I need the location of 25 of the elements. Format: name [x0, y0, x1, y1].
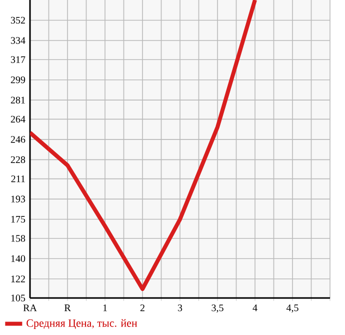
x-tick-label: R	[64, 304, 71, 312]
x-tick-label: 4,5	[286, 304, 298, 313]
y-tick-label: 193	[11, 196, 26, 202]
legend-label: Средняя Цена, тыс. йен	[26, 319, 138, 330]
y-tick-label: 352	[10, 16, 25, 24]
y-tick-label: 281	[10, 96, 25, 104]
y-tick-label: 158	[11, 235, 26, 242]
y-tick-label: 264	[10, 116, 26, 123]
x-tick-label: 4	[252, 304, 258, 312]
y-tick-label: 246	[10, 136, 26, 143]
y-tick-label: 175	[11, 216, 26, 223]
y-tick-label: 299	[10, 76, 26, 84]
x-tick-label: 1	[103, 304, 107, 312]
y-tick-label: 228	[10, 156, 26, 164]
y-tick-label: 334	[10, 37, 26, 44]
line-series	[30, 0, 257, 292]
y-tick-label: 317	[10, 56, 26, 63]
y-tick-label: 122	[11, 276, 25, 282]
x-tick-label: RA	[23, 304, 37, 312]
x-tick-label: 2	[140, 304, 144, 312]
y-tick-label: 105	[11, 294, 26, 302]
x-tick-label: 3,5	[212, 304, 224, 313]
y-tick-label: 140	[11, 255, 26, 262]
x-tick-label: 3	[178, 304, 182, 312]
y-tick-label: 211	[11, 175, 25, 182]
